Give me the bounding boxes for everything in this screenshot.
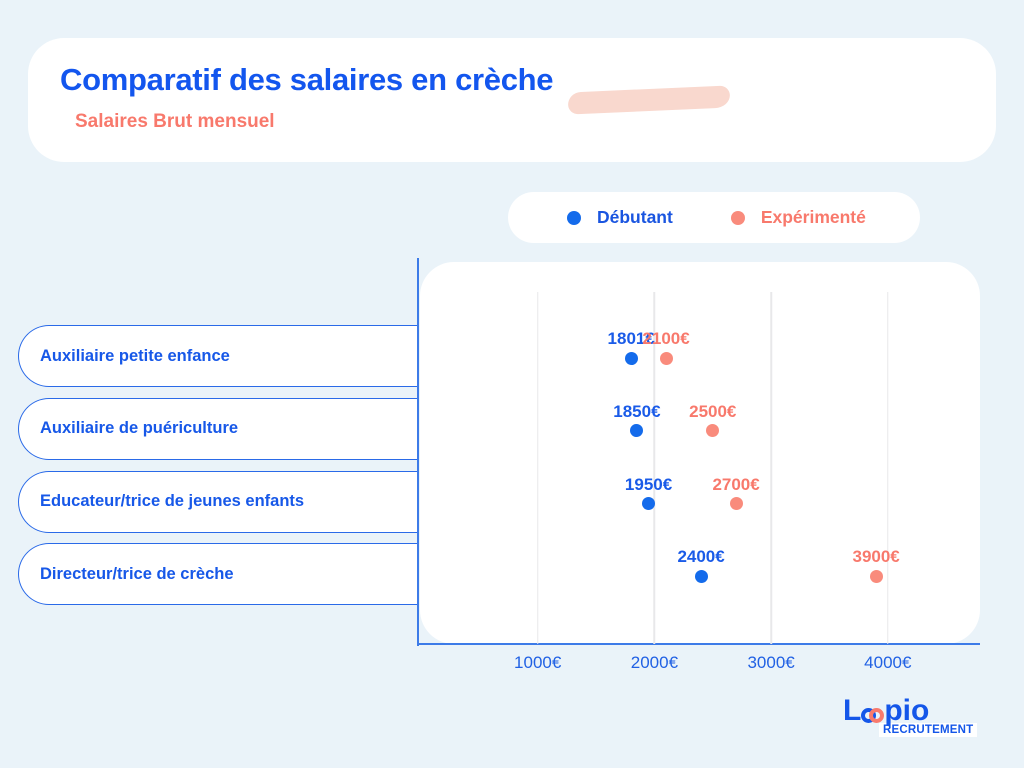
gridline (653, 292, 656, 644)
x-tick-label: 3000€ (747, 653, 795, 672)
legend-item-debutant: Débutant (567, 207, 673, 228)
category-label: Auxiliaire petite enfance (40, 346, 230, 365)
x-axis-line (417, 643, 980, 645)
category-label-pill: Educateur/trice de jeunes enfants (18, 470, 417, 533)
data-point-label: 1950€ (624, 474, 673, 494)
category-label: Directeur/trice de crèche (40, 564, 234, 583)
data-point-label: 2400€ (677, 547, 725, 567)
brand-letter-l: L (843, 694, 862, 727)
page-subtitle: Salaires Brut mensuel (75, 111, 275, 132)
gridline (770, 292, 772, 644)
x-tick-label: 2000€ (630, 653, 679, 672)
header-card: Comparatif des salaires en crèche Salair… (28, 38, 996, 162)
data-point-label: 2500€ (689, 401, 737, 421)
category-label-pill: Directeur/trice de crèche (18, 543, 417, 606)
title-highlight-stroke (567, 85, 731, 115)
ring-coral-icon (869, 707, 885, 723)
brand-letters-pio: pio (884, 694, 930, 727)
brand-wordmark: L pio (843, 694, 993, 728)
brand-tagline: RECRUTEMENT (879, 723, 978, 737)
data-point-label: 3900€ (852, 547, 900, 567)
x-tick-label: 4000€ (864, 653, 912, 672)
data-point-label: 1801€ (607, 329, 655, 348)
category-label-pill: Auxiliaire petite enfance (18, 325, 417, 387)
category-label: Educateur/trice de jeunes enfants (40, 492, 305, 511)
category-label: Auxiliaire de puériculture (40, 419, 239, 438)
legend: Débutant Expérimenté (508, 192, 920, 243)
data-point-label: 1850€ (613, 401, 661, 421)
page-title: Comparatif des salaires en crèche (60, 62, 554, 97)
y-axis-line (417, 258, 419, 646)
data-point-label: 2700€ (712, 474, 760, 494)
data-point-dot (624, 351, 638, 365)
legend-dot-debutant-icon (567, 210, 581, 225)
data-point-dot (869, 569, 883, 583)
category-labels-column: Auxiliaire petite enfance Auxiliaire de p… (18, 325, 418, 610)
data-point-dot (630, 424, 644, 438)
legend-item-experimente: Expérimenté (730, 207, 866, 228)
brand-logo: L pio RECRUTEMENT (843, 694, 993, 737)
data-point-dot (694, 569, 708, 583)
data-point-dot (659, 351, 673, 365)
data-point-label: 2100€ (642, 329, 690, 348)
data-point-dot (729, 497, 743, 511)
plot-area: 1000€ 2000€ 3000€ 4000€ 1801€ 1850€ 1950€ 2400€… (417, 258, 980, 672)
data-point-dot (706, 424, 720, 438)
category-label-pill: Auxiliaire de puériculture (18, 397, 417, 460)
data-point-dot (642, 497, 656, 511)
gridline (887, 292, 889, 644)
legend-label-experimente: Expérimenté (760, 207, 866, 227)
legend-label-debutant: Débutant (597, 207, 673, 227)
x-tick-label: 1000€ (514, 653, 562, 672)
legend-dot-experimente-icon (730, 210, 745, 225)
gridline (536, 292, 539, 644)
